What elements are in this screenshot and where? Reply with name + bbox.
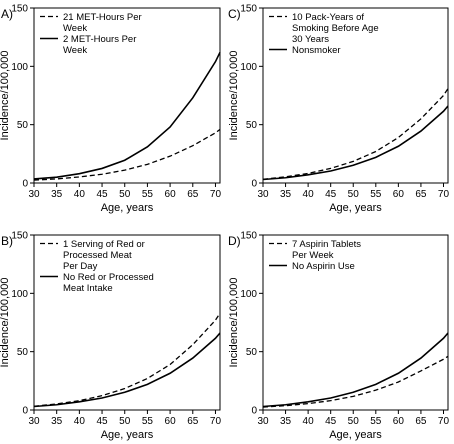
y-axis-label: Incidence/100,000 (228, 278, 240, 368)
x-tick-label: 50 (348, 416, 360, 427)
x-tick-label: 40 (74, 189, 86, 200)
x-tick-label: 60 (393, 189, 405, 200)
legend-label: Per Day (63, 261, 98, 272)
y-tick-label: 0 (251, 406, 257, 417)
x-axis-label: Age, years (329, 429, 382, 441)
legend-label: Week (63, 23, 87, 34)
panel-label: B) (1, 234, 13, 248)
series-line-solid (262, 105, 449, 181)
legend-label: Meat Intake (63, 283, 113, 294)
x-tick-label: 70 (210, 416, 222, 427)
panel-label: A) (1, 7, 13, 21)
x-tick-label: 40 (74, 416, 86, 427)
y-tick-label: 50 (246, 347, 258, 358)
legend-label: No Red or Processed (63, 272, 154, 283)
x-tick-label: 45 (325, 189, 337, 200)
x-tick-label: 30 (257, 416, 269, 427)
series-line-dashed (262, 355, 449, 408)
chart-panel: C) 30 35 40 45 50 55 60 65 70 0 50 100 150 Age, years I… (228, 4, 449, 215)
x-tick-label: 70 (210, 189, 222, 200)
y-tick-label: 150 (11, 4, 28, 15)
x-tick-label: 70 (438, 416, 450, 427)
x-tick-label: 60 (165, 416, 177, 427)
series-line-solid (33, 332, 221, 408)
chart-panel: D) 30 35 40 45 50 55 60 65 70 0 50 100 150 Age, years I… (228, 231, 449, 442)
x-tick-label: 40 (303, 189, 315, 200)
x-tick-label: 50 (119, 189, 131, 200)
legend-label: No Aspirin Use (292, 261, 355, 272)
plot-frame (262, 234, 449, 411)
x-tick-label: 30 (28, 189, 40, 200)
y-tick-label: 50 (246, 120, 258, 131)
x-axis-label: Age, years (329, 202, 382, 214)
x-tick-label: 60 (165, 189, 177, 200)
legend-label: 21 MET-Hours Per (63, 12, 142, 23)
x-axis-label: Age, years (101, 429, 154, 441)
x-axis-label: Age, years (101, 202, 154, 214)
y-tick-label: 100 (11, 289, 28, 300)
x-tick-label: 35 (280, 416, 292, 427)
x-tick-label: 35 (51, 189, 63, 200)
legend-label: Nonsmoker (292, 45, 341, 56)
series-line-solid (262, 332, 449, 408)
series-line-dashed (262, 88, 449, 180)
y-tick-label: 50 (17, 347, 29, 358)
legend-label: Smoking Before Age (292, 23, 379, 34)
y-tick-label: 150 (240, 231, 257, 242)
panel-label: D) (228, 234, 241, 248)
y-axis-label: Incidence/100,000 (0, 278, 11, 368)
legend-label: 7 Aspirin Tablets (292, 239, 361, 250)
x-tick-label: 45 (325, 416, 337, 427)
legend-label: 10 Pack-Years of (292, 12, 364, 23)
x-tick-label: 35 (51, 416, 63, 427)
y-axis-label: Incidence/100,000 (228, 51, 240, 141)
x-tick-label: 50 (119, 416, 131, 427)
series-line-dashed (33, 312, 221, 407)
x-tick-label: 30 (257, 189, 269, 200)
x-tick-label: 55 (370, 189, 382, 200)
panel-label: C) (228, 7, 241, 21)
x-tick-label: 65 (187, 416, 199, 427)
x-tick-label: 70 (438, 189, 450, 200)
x-tick-label: 60 (393, 416, 405, 427)
x-tick-label: 55 (142, 416, 154, 427)
y-tick-label: 100 (240, 289, 257, 300)
x-tick-label: 30 (28, 416, 40, 427)
legend-label: 2 MET-Hours Per (63, 34, 136, 45)
y-tick-label: 100 (240, 62, 257, 73)
series-line-dashed (33, 128, 221, 181)
x-tick-label: 50 (348, 189, 360, 200)
plot-frame (33, 234, 221, 411)
y-tick-label: 150 (240, 4, 257, 15)
y-tick-label: 100 (11, 62, 28, 73)
x-tick-label: 65 (415, 416, 427, 427)
y-tick-label: 0 (22, 406, 28, 417)
legend-label: 30 Years (292, 34, 329, 45)
legend-label: Week (63, 45, 87, 56)
x-tick-label: 35 (280, 189, 292, 200)
x-tick-label: 45 (96, 416, 108, 427)
legend-label: Processed Meat (63, 250, 132, 261)
x-tick-label: 40 (303, 416, 315, 427)
chart-panel: B) 30 35 40 45 50 55 60 65 70 0 50 100 150 Age, years I… (0, 231, 221, 442)
x-tick-label: 55 (370, 416, 382, 427)
y-tick-label: 150 (11, 231, 28, 242)
y-tick-label: 0 (251, 179, 257, 190)
y-tick-label: 50 (17, 120, 29, 131)
y-tick-label: 0 (22, 179, 28, 190)
x-tick-label: 65 (415, 189, 427, 200)
x-tick-label: 55 (142, 189, 154, 200)
legend-label: Per Week (292, 250, 334, 261)
x-tick-label: 65 (187, 189, 199, 200)
legend-label: 1 Serving of Red or (63, 239, 145, 250)
plot-frame (33, 7, 221, 184)
y-axis-label: Incidence/100,000 (0, 51, 11, 141)
plot-frame (262, 7, 449, 184)
chart-panel: A) 30 35 40 45 50 55 60 65 70 0 50 100 150 Age, years I… (0, 4, 221, 215)
series-line-solid (33, 51, 221, 180)
x-tick-label: 45 (96, 189, 108, 200)
